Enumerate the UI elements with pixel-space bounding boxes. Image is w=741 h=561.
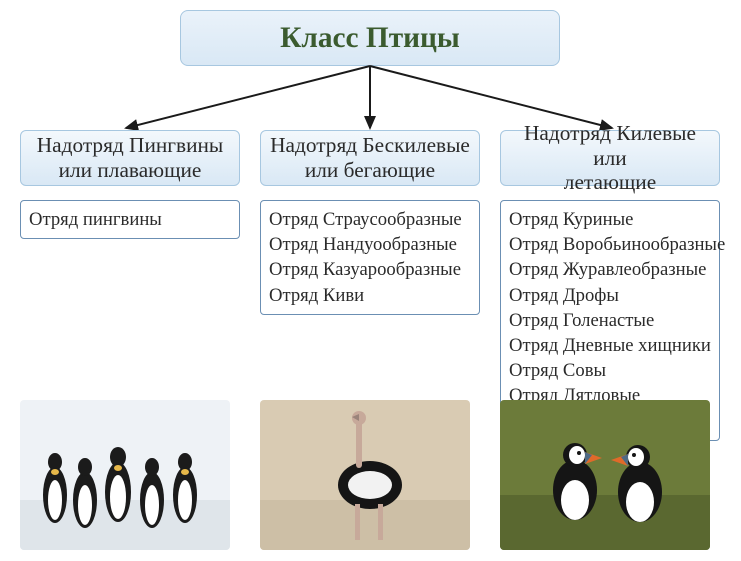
order-item: Отряд Страусообразные — [269, 207, 471, 232]
order-item: Отряд Голенастые — [509, 308, 711, 333]
superorder-box-3: Надотряд Килевые илилетающие — [500, 130, 720, 186]
order-item: Отряд Нандуообразные — [269, 232, 471, 257]
arrow-group — [126, 66, 612, 128]
arrow-line-1 — [126, 66, 370, 128]
order-item: Отряд Воробьинообразные — [509, 232, 711, 257]
image-placeholder-3 — [500, 400, 710, 550]
image-placeholder-1 — [20, 400, 230, 550]
image-placeholder-2 — [260, 400, 470, 550]
title-box: Класс Птицы — [180, 10, 560, 66]
arrow-line-3 — [370, 66, 612, 128]
order-item: Отряд Дрофы — [509, 283, 711, 308]
superorder-label: Надотряд Бескилевыеили бегающие — [270, 133, 470, 182]
puffins-illustration — [500, 400, 710, 550]
title-text: Класс Птицы — [280, 22, 460, 55]
order-item: Отряд Совы — [509, 358, 711, 383]
order-item: Отряд Дневные хищники — [509, 333, 711, 358]
orders-box-1: Отряд пингвины — [20, 200, 240, 239]
superorder-box-1: Надотряд Пингвиныили плавающие — [20, 130, 240, 186]
penguins-illustration — [20, 400, 230, 550]
order-item: Отряд Киви — [269, 283, 471, 308]
order-item: Отряд Куриные — [509, 207, 711, 232]
ostrich-illustration — [260, 400, 470, 550]
superorder-label: Надотряд Пингвиныили плавающие — [37, 133, 224, 182]
order-item: Отряд пингвины — [29, 207, 231, 232]
superorder-label: Надотряд Килевые илилетающие — [505, 121, 715, 195]
order-item: Отряд Журавлеобразные — [509, 257, 711, 282]
order-item: Отряд Казуарообразные — [269, 257, 471, 282]
superorder-box-2: Надотряд Бескилевыеили бегающие — [260, 130, 480, 186]
orders-box-2: Отряд СтраусообразныеОтряд Нандуообразны… — [260, 200, 480, 315]
